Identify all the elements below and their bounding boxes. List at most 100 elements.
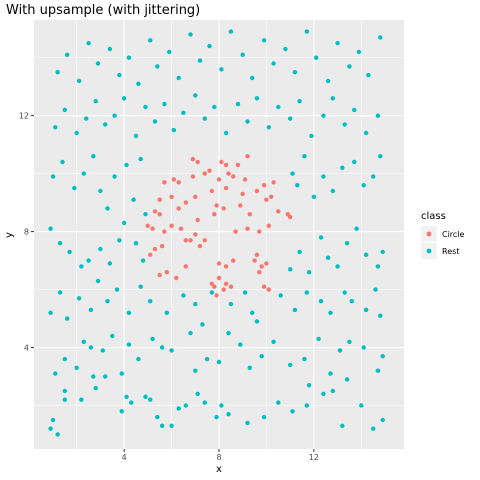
point-rest	[302, 356, 307, 362]
point-rest	[176, 406, 181, 411]
point-circle	[266, 287, 271, 292]
point-circle	[150, 226, 155, 231]
point-circle	[195, 159, 200, 165]
point-rest	[60, 159, 65, 165]
point-rest	[148, 38, 153, 43]
point-rest	[212, 104, 217, 110]
point-rest	[335, 264, 340, 269]
point-circle	[148, 252, 153, 257]
point-rest	[55, 70, 60, 75]
point-rest	[107, 261, 113, 266]
point-rest	[228, 29, 234, 34]
point-circle	[171, 177, 177, 182]
point-rest	[88, 345, 94, 350]
legend-title: class	[421, 211, 446, 222]
point-rest	[247, 365, 252, 370]
point-rest	[344, 241, 350, 246]
point-rest	[140, 258, 146, 263]
point-rest	[261, 38, 267, 43]
x-axis-ticks: 4 8 12	[122, 449, 319, 462]
point-rest	[72, 185, 77, 191]
point-rest	[81, 171, 87, 176]
point-rest	[74, 130, 79, 136]
point-rest	[164, 310, 169, 315]
point-rest	[162, 101, 167, 107]
point-rest	[292, 70, 298, 75]
point-rest	[155, 64, 160, 69]
point-rest	[110, 333, 115, 339]
point-circle	[223, 162, 229, 168]
point-rest	[306, 270, 312, 275]
point-rest	[297, 249, 302, 255]
point-rest	[356, 49, 362, 55]
point-rest	[204, 356, 210, 362]
point-rest	[325, 255, 331, 260]
point-rest	[117, 72, 122, 78]
point-rest	[347, 339, 352, 344]
point-rest	[103, 122, 108, 127]
point-rest	[65, 316, 70, 321]
point-rest	[330, 388, 335, 394]
point-circle	[190, 174, 196, 179]
point-rest	[91, 374, 96, 379]
point-circle	[190, 156, 196, 162]
point-rest	[100, 348, 106, 353]
point-rest	[250, 310, 255, 315]
point-rest	[202, 116, 207, 121]
point-circle	[209, 281, 215, 286]
point-circle	[266, 223, 271, 228]
point-rest	[150, 336, 155, 342]
legend-key-rest	[426, 248, 432, 254]
point-rest	[138, 284, 143, 289]
chart-title: With upsample (with jittering)	[6, 3, 200, 18]
point-circle	[257, 229, 262, 234]
point-rest	[195, 391, 200, 397]
point-rest	[129, 400, 134, 405]
point-rest	[321, 391, 326, 397]
point-rest	[48, 226, 53, 231]
point-rest	[86, 258, 91, 263]
point-rest	[119, 371, 125, 376]
point-rest	[62, 356, 67, 362]
point-rest	[297, 99, 302, 104]
point-rest	[228, 301, 234, 307]
point-rest	[304, 290, 309, 295]
point-rest	[309, 133, 314, 139]
point-circle	[242, 177, 248, 182]
point-circle	[254, 188, 260, 194]
point-rest	[375, 113, 381, 118]
point-rest	[380, 417, 385, 423]
point-rest	[105, 206, 110, 211]
point-rest	[347, 64, 352, 69]
point-circle	[257, 270, 262, 275]
point-rest	[124, 394, 129, 399]
point-rest	[193, 368, 198, 373]
point-circle	[221, 287, 226, 292]
point-rest	[183, 403, 188, 408]
point-rest	[159, 345, 165, 350]
point-rest	[121, 96, 127, 101]
y-axis-ticks: 4 8 12	[19, 112, 34, 353]
point-rest	[216, 359, 222, 365]
y-tick-label: 12	[19, 112, 29, 121]
x-axis-title: x	[216, 464, 222, 475]
point-rest	[311, 194, 317, 199]
point-rest	[119, 409, 125, 414]
point-rest	[53, 125, 58, 130]
point-rest	[318, 235, 324, 240]
point-rest	[235, 101, 241, 107]
point-rest	[76, 296, 82, 301]
point-circle	[169, 194, 174, 199]
point-rest	[349, 299, 354, 304]
point-rest	[378, 313, 383, 318]
point-rest	[88, 307, 94, 313]
point-circle	[240, 191, 245, 197]
point-rest	[103, 374, 108, 379]
point-rest	[335, 41, 340, 46]
y-tick-label: 8	[24, 228, 29, 237]
point-circle	[209, 188, 215, 194]
point-rest	[254, 96, 260, 101]
point-rest	[50, 174, 56, 179]
legend: class Circle Rest	[421, 211, 465, 259]
point-rest	[245, 119, 250, 124]
